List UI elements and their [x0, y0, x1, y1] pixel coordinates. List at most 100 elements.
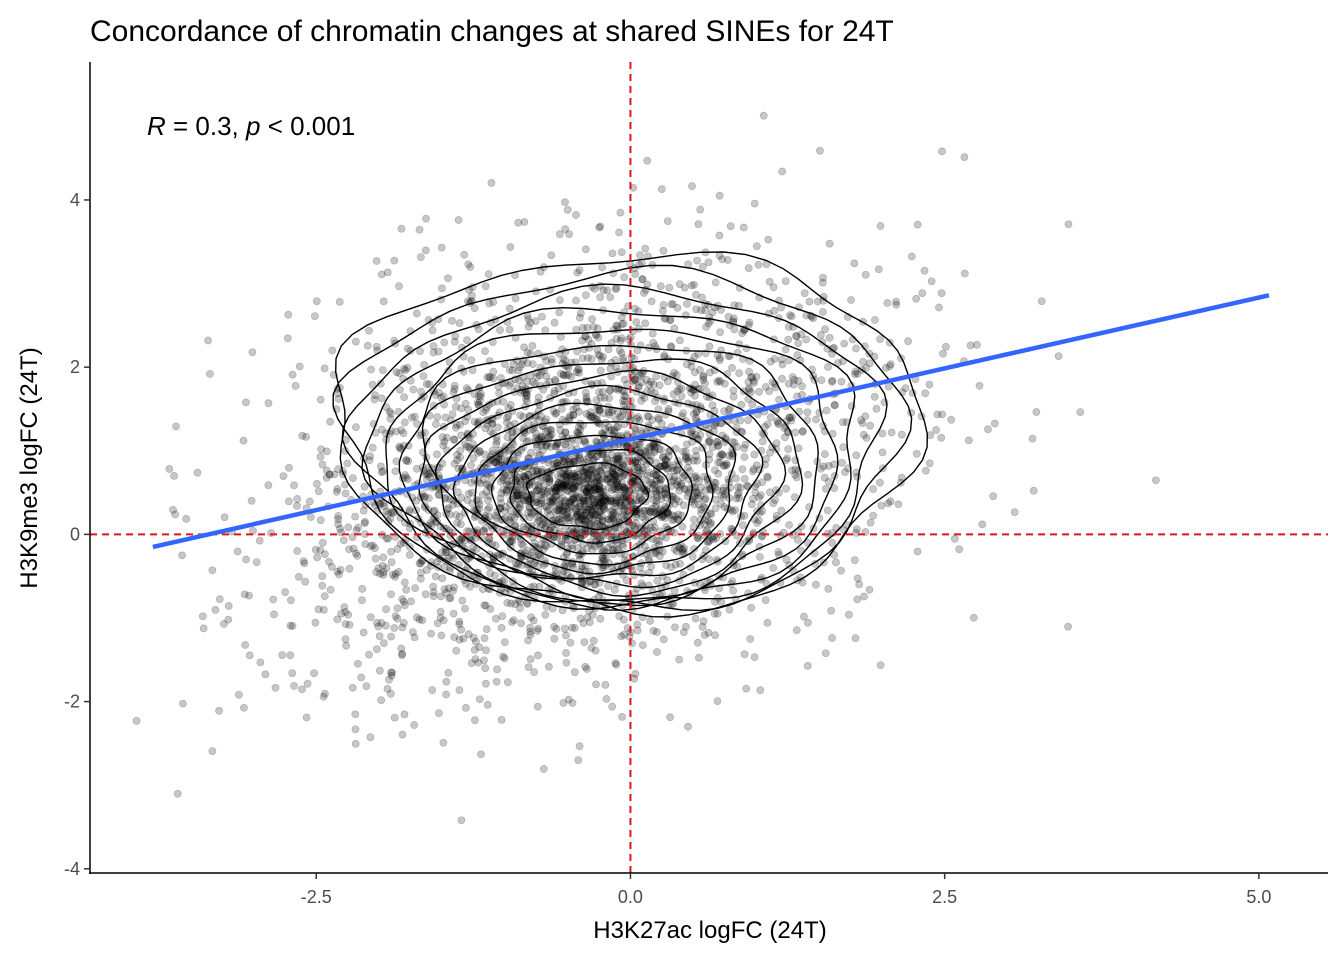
- scatter-point: [612, 660, 621, 669]
- scatter-point: [612, 455, 620, 464]
- scatter-point: [721, 537, 730, 546]
- scatter-point: [378, 562, 387, 570]
- scatter-point: [613, 478, 622, 487]
- scatter-point: [590, 469, 599, 477]
- scatter-point: [690, 352, 699, 361]
- scatter-point: [567, 472, 576, 481]
- scatter-point: [630, 476, 639, 485]
- scatter-point: [520, 496, 528, 505]
- scatter-point: [523, 397, 531, 406]
- scatter-point: [599, 554, 608, 563]
- scatter-point: [656, 476, 665, 484]
- scatter-point: [613, 483, 622, 491]
- scatter-point: [496, 449, 505, 457]
- scatter-point: [397, 426, 406, 435]
- scatter-point: [492, 458, 501, 467]
- scatter-point: [522, 492, 530, 501]
- scatter-point: [382, 605, 390, 614]
- scatter-point: [616, 413, 624, 422]
- scatter-point: [486, 373, 494, 382]
- scatter-point: [569, 469, 578, 478]
- scatter-point: [700, 495, 709, 504]
- scatter-point: [476, 389, 485, 398]
- scatter-point: [660, 462, 669, 471]
- r-symbol: R: [147, 111, 166, 141]
- scatter-point: [669, 461, 678, 470]
- scatter-point: [376, 379, 385, 388]
- scatter-point: [614, 454, 623, 463]
- scatter-point: [853, 369, 862, 378]
- scatter-point: [699, 617, 708, 626]
- scatter-point: [410, 721, 419, 729]
- scatter-point: [474, 449, 482, 457]
- scatter-point: [647, 377, 655, 386]
- scatter-point: [474, 658, 483, 667]
- scatter-point: [390, 624, 399, 632]
- scatter-point: [837, 377, 846, 386]
- scatter-point: [399, 538, 408, 547]
- scatter-point: [589, 466, 597, 475]
- scatter-point: [620, 483, 628, 492]
- scatter-point: [797, 522, 806, 531]
- scatter-point: [574, 756, 583, 765]
- scatter-point: [620, 391, 628, 400]
- scatter-point: [784, 379, 793, 388]
- scatter-point: [502, 418, 511, 427]
- scatter-point: [302, 432, 310, 441]
- scatter-point: [593, 498, 602, 507]
- scatter-point: [755, 387, 763, 396]
- scatter-point: [550, 318, 559, 327]
- scatter-point: [773, 417, 782, 425]
- scatter-point: [456, 420, 464, 429]
- scatter-point: [820, 473, 829, 482]
- scatter-point: [298, 431, 307, 440]
- scatter-point: [601, 425, 609, 434]
- scatter-point: [576, 499, 585, 508]
- scatter-point: [359, 628, 368, 637]
- scatter-point: [783, 454, 791, 463]
- scatter-point: [561, 471, 570, 480]
- scatter-point: [637, 426, 646, 435]
- scatter-point: [568, 560, 577, 569]
- scatter-point: [593, 520, 602, 528]
- scatter-point: [295, 362, 304, 371]
- scatter-point: [594, 501, 603, 510]
- scatter-point: [534, 393, 543, 402]
- scatter-point: [565, 506, 574, 515]
- scatter-point: [620, 483, 629, 492]
- scatter-point: [636, 452, 645, 461]
- scatter-point: [514, 495, 523, 504]
- scatter-point: [691, 488, 700, 496]
- scatter-point: [704, 517, 713, 526]
- scatter-point: [820, 450, 829, 459]
- scatter-point: [563, 482, 572, 491]
- scatter-point: [878, 448, 887, 457]
- scatter-point: [580, 498, 588, 507]
- scatter-point: [479, 526, 487, 535]
- scatter-point: [516, 478, 525, 487]
- scatter-point: [412, 309, 421, 318]
- scatter-point: [663, 217, 672, 225]
- scatter-point: [496, 494, 505, 503]
- scatter-point: [612, 496, 621, 505]
- scatter-point: [242, 398, 250, 407]
- scatter-point: [510, 514, 519, 522]
- scatter-point: [457, 431, 465, 440]
- scatter-point: [546, 443, 555, 451]
- scatter-point: [590, 484, 599, 493]
- scatter-point: [505, 366, 514, 374]
- scatter-point: [497, 499, 505, 507]
- scatter-point: [353, 659, 362, 668]
- scatter-point: [478, 490, 487, 499]
- scatter-point: [935, 303, 943, 312]
- scatter-point: [830, 401, 839, 410]
- scatter-point: [522, 496, 530, 505]
- scatter-point: [204, 336, 212, 345]
- scatter-point: [552, 492, 561, 501]
- scatter-point: [545, 474, 553, 483]
- scatter-point: [798, 427, 807, 436]
- scatter-point: [450, 435, 459, 444]
- scatter-point: [518, 381, 527, 390]
- scatter-point: [376, 462, 385, 471]
- scatter-point: [730, 325, 739, 334]
